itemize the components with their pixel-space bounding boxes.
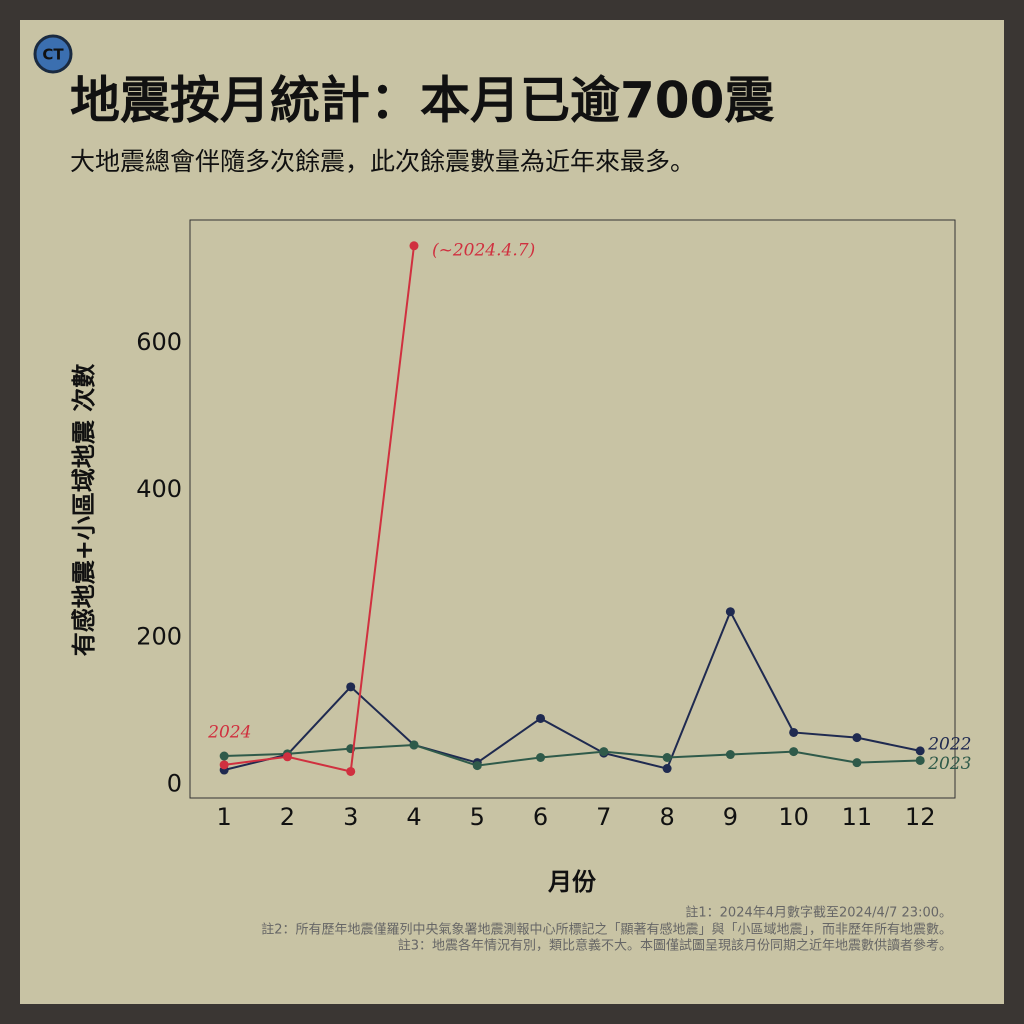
note: 註1：2024年4月數字截至2024/4/7 23:00。: [685, 906, 952, 921]
logo: [33, 34, 73, 74]
point: [662, 764, 672, 774]
x-tick-label: 1: [217, 803, 232, 831]
point: [789, 727, 799, 737]
x-tick-label: 7: [596, 803, 611, 831]
point: [536, 713, 546, 723]
point: [662, 753, 672, 763]
point: [409, 740, 419, 750]
x-tick-label: 4: [406, 803, 421, 831]
x-tick-label: 6: [533, 803, 548, 831]
y-tick-label: 0: [167, 770, 182, 798]
point: [409, 241, 419, 251]
series-label: 2022: [927, 734, 971, 754]
chart-subtitle: 大地震總會伴隨多次餘震，此次餘震數量為近年來最多。: [70, 147, 695, 176]
x-tick-label: 10: [778, 803, 809, 831]
series-line: [224, 245, 415, 773]
point: [789, 747, 799, 757]
point: [346, 682, 356, 692]
x-tick-label: 12: [905, 803, 936, 831]
point: [852, 733, 862, 743]
x-tick-label: 5: [470, 803, 485, 831]
series-line: [224, 743, 921, 767]
point: [219, 760, 229, 770]
y-tick-label: 600: [136, 328, 182, 356]
point: [915, 746, 925, 756]
y-axis-label: 有感地震+小區域地震 次數: [70, 364, 98, 656]
point: [346, 766, 356, 776]
note: 註2：所有歷年地震僅羅列中央氣象署地震測報中心所標記之「顯著有感地震」與「小區域…: [261, 922, 952, 938]
y-tick-label: 400: [136, 475, 182, 503]
point: [472, 761, 482, 771]
series-line: [223, 609, 921, 771]
series-label: 2023: [927, 754, 971, 774]
x-tick-label: 11: [842, 803, 873, 831]
point: [725, 750, 735, 760]
point: [536, 753, 546, 763]
y-tick-label: 200: [136, 622, 182, 650]
point: [599, 747, 609, 757]
point: [219, 751, 229, 761]
x-tick-label: 3: [343, 803, 358, 831]
annotation: (~2024.4.7): [432, 240, 535, 260]
note: 註3：地震各年情況有別，類比意義不大。本圖僅試圖呈現該月份同期之近年地震數供讀者…: [398, 938, 952, 954]
point: [852, 758, 862, 768]
x-axis-label: 月份: [547, 868, 597, 896]
point: [282, 752, 292, 762]
series-label: 2024: [207, 722, 251, 742]
chart-title: 地震按月統計：本月已逾700震: [70, 72, 774, 130]
x-tick-label: 8: [659, 803, 674, 831]
x-tick-label: 9: [723, 803, 738, 831]
point: [915, 755, 925, 765]
background: [20, 20, 1004, 1004]
x-tick-label: 2: [280, 803, 295, 831]
logo-text: CT: [42, 46, 64, 64]
point: [725, 607, 735, 617]
plot-frame: [189, 219, 956, 799]
